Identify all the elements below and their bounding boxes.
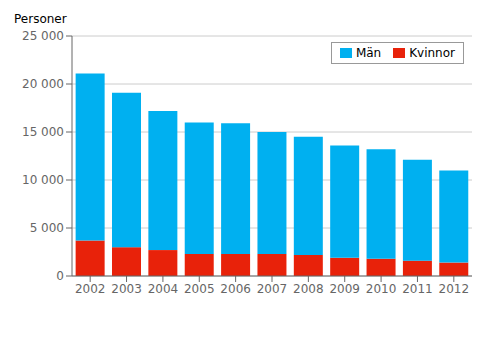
svg-text:2012: 2012 [439,282,470,296]
svg-text:2006: 2006 [220,282,251,296]
html-text:Personer: Personer [14,12,67,26]
svg-text:2002: 2002 [75,282,106,296]
svg-text:2005: 2005 [184,282,215,296]
svg-text:2008: 2008 [293,282,324,296]
html-text:Kvinnor: Kvinnor [409,46,455,60]
svg-text:25 000: 25 000 [22,29,64,43]
svg-text:15 000: 15 000 [22,125,64,139]
svg-text:0: 0 [56,269,64,283]
svg-text:2010: 2010 [366,282,397,296]
html-text:Män: Män [355,46,382,60]
svg-text:10 000: 10 000 [22,173,64,187]
svg-text:20 000: 20 000 [22,77,64,91]
svg-text:2004: 2004 [148,282,179,296]
svg-text:2011: 2011 [402,282,433,296]
svg-text:2007: 2007 [257,282,288,296]
svg-text:2003: 2003 [111,282,142,296]
svg-text:5 000: 5 000 [30,221,64,235]
svg-text:2009: 2009 [329,282,360,296]
